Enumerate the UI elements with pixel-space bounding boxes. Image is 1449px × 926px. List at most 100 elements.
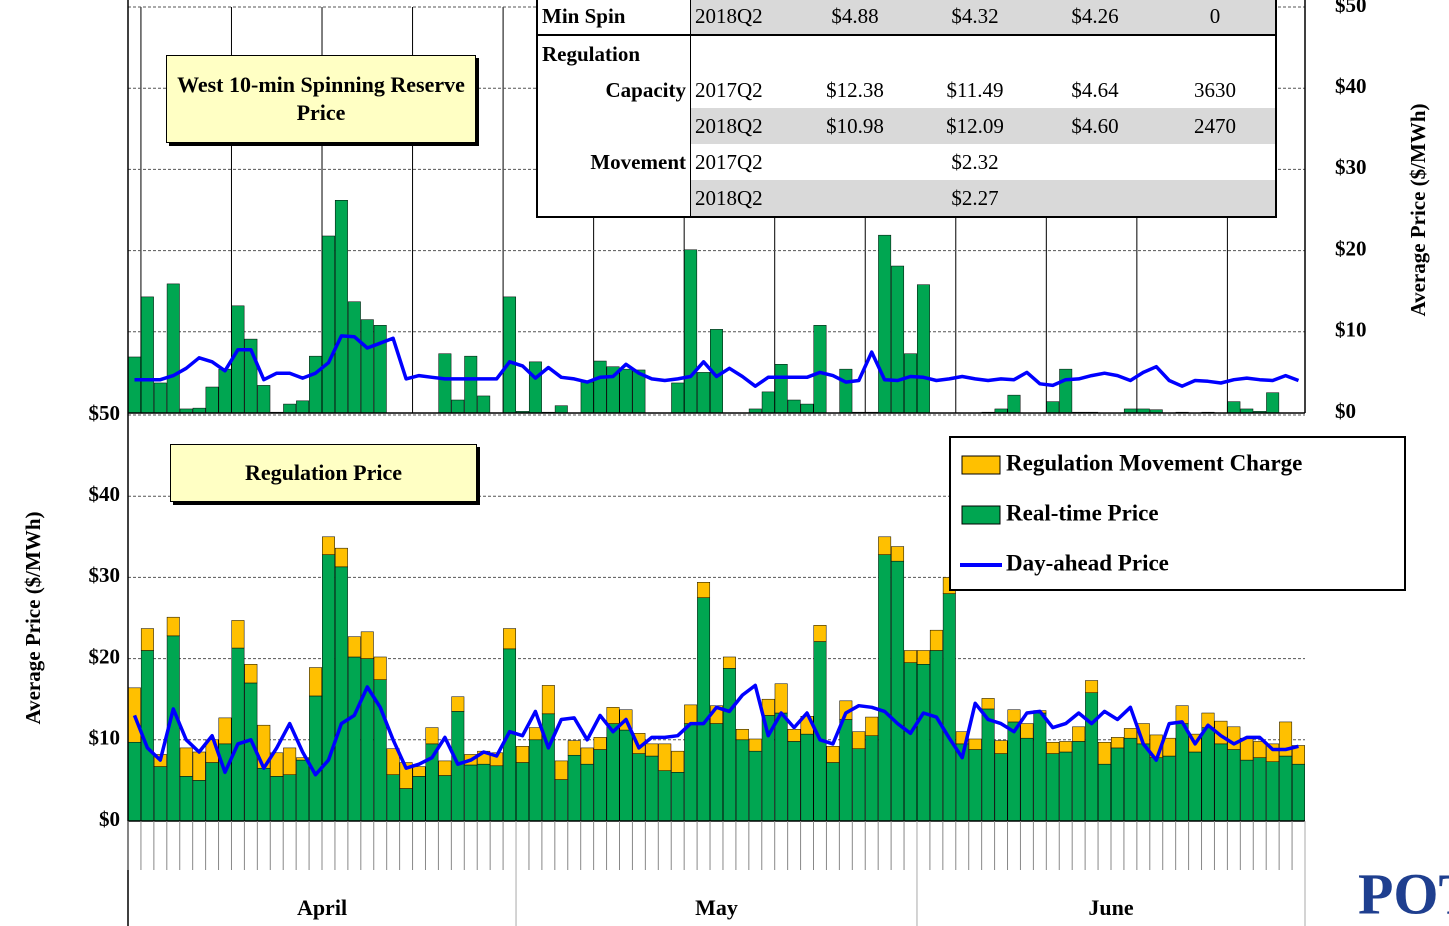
bar <box>748 738 762 752</box>
bar <box>580 747 594 765</box>
bar <box>735 739 749 822</box>
table-cell: 2017Q2 <box>695 77 763 102</box>
table-row: Movement 2017Q2 $2.32 <box>537 144 1276 180</box>
top-panel-title: West 10-min Spinning Reserve Price <box>166 55 476 143</box>
table-cell <box>1155 144 1276 180</box>
bar <box>128 741 141 822</box>
bar <box>528 361 542 414</box>
table-cell: $4.60 <box>1035 108 1155 144</box>
bar <box>554 760 568 780</box>
bar <box>296 400 310 414</box>
table-cell: 0 <box>1155 0 1276 35</box>
bar <box>981 708 995 822</box>
bar <box>270 752 284 777</box>
bar <box>968 749 982 822</box>
bar <box>774 712 788 822</box>
bar <box>140 628 154 651</box>
bar <box>852 731 866 749</box>
table-cell: $4.64 <box>1071 77 1119 102</box>
legend-swatch <box>961 505 1001 525</box>
bar <box>1059 368 1073 414</box>
bar <box>1227 749 1241 822</box>
bar <box>593 360 607 414</box>
table-cell: Min Spin <box>537 0 691 35</box>
bar <box>1085 692 1099 822</box>
bar <box>347 636 361 658</box>
table-cell: $11.49 <box>946 77 1004 102</box>
bar <box>942 593 956 822</box>
bar <box>1098 763 1111 822</box>
bar <box>179 747 193 777</box>
table-cell: 2018Q2 <box>690 0 795 35</box>
bar <box>283 774 297 822</box>
bar <box>567 740 581 756</box>
bar <box>697 372 711 414</box>
y-tick-label: $10 <box>1335 318 1367 342</box>
bar <box>128 687 141 743</box>
y-axis-title: Average Price ($/MWh) <box>1406 103 1430 316</box>
bar <box>296 757 310 761</box>
bar <box>787 728 801 742</box>
table-cell <box>915 34 1035 72</box>
bar <box>360 319 374 414</box>
bar <box>813 625 827 642</box>
table-cell: $12.09 <box>915 108 1035 144</box>
bar <box>1085 680 1099 693</box>
bar <box>541 685 555 715</box>
bar <box>451 696 465 712</box>
table-cell <box>690 34 795 72</box>
y-tick-label: $30 <box>89 563 121 587</box>
bar <box>373 325 387 414</box>
bar <box>503 296 517 414</box>
bar <box>347 656 361 822</box>
table-cell <box>1035 34 1155 72</box>
bar <box>774 364 788 414</box>
bar <box>904 662 917 822</box>
month-label: June <box>1088 895 1133 920</box>
table-cell: 2017Q2 <box>695 149 763 174</box>
bar <box>671 382 685 414</box>
bar <box>334 200 348 414</box>
table-cell <box>1155 34 1276 72</box>
bar <box>192 780 206 822</box>
bar <box>606 723 620 822</box>
bar <box>580 381 594 414</box>
table-cell: $10.98 <box>795 108 915 144</box>
bar <box>929 650 943 822</box>
table-cell <box>537 180 691 217</box>
bar <box>916 664 930 822</box>
bar <box>800 733 814 822</box>
bar <box>697 582 711 598</box>
bar <box>1227 401 1241 414</box>
bar <box>722 656 736 669</box>
bar <box>412 766 426 777</box>
bar <box>554 779 568 822</box>
bar <box>477 395 491 414</box>
table-cell: 3630 <box>1194 77 1236 102</box>
bar <box>1110 747 1124 822</box>
bar <box>231 620 245 649</box>
bar <box>1033 712 1047 822</box>
bar <box>1110 737 1124 749</box>
bar <box>1266 761 1280 822</box>
bar <box>1201 727 1215 822</box>
table-row: 2018Q2 $2.27 <box>537 180 1276 217</box>
y-tick-label: $0 <box>99 807 120 831</box>
month-label: May <box>695 895 738 920</box>
table-cell: $4.88 <box>795 0 915 35</box>
bar <box>658 770 672 822</box>
bar <box>891 546 905 562</box>
bar <box>1007 709 1021 723</box>
bar <box>516 762 529 822</box>
bar <box>1098 741 1111 765</box>
bar <box>878 554 892 822</box>
y-axis-title: Average Price ($/MWh) <box>21 511 45 724</box>
bar <box>929 629 943 651</box>
bar <box>710 723 723 822</box>
bottom-panel-title: Regulation Price <box>170 444 477 502</box>
y-tick-label: $40 <box>1335 74 1367 98</box>
bar <box>528 727 542 741</box>
bar <box>140 296 154 414</box>
bar <box>309 695 323 822</box>
bar <box>438 353 452 414</box>
